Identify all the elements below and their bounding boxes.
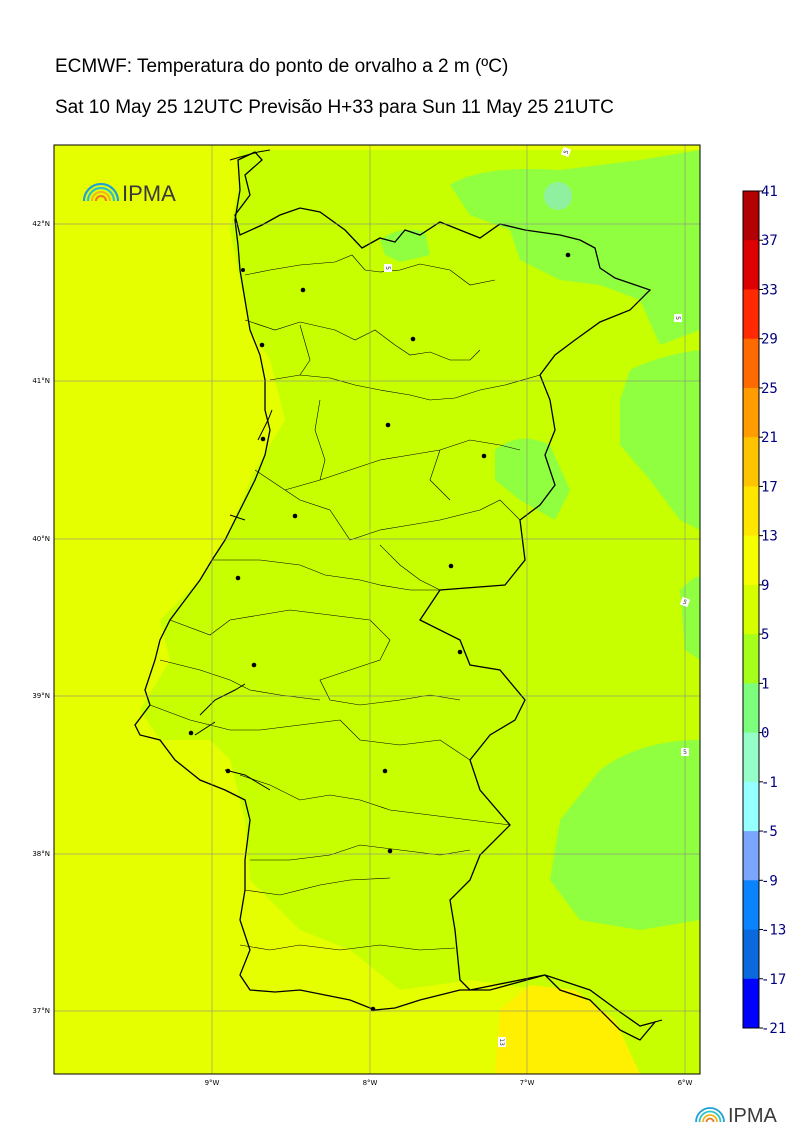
lon-label: 8°W (363, 1079, 378, 1087)
colorbar-swatch (743, 437, 759, 487)
contour-label: 5 (683, 749, 687, 756)
field-band-1-5-east-mid (495, 438, 570, 520)
lat-label: 40°N (32, 535, 50, 543)
colorbar-label: -17 (761, 972, 786, 988)
field-band-1-5-northeast (450, 150, 700, 345)
colorbar-swatch (743, 732, 759, 783)
colorbar-swatch (743, 634, 759, 684)
colorbar-swatch (743, 683, 759, 734)
lat-label: 42°N (32, 220, 50, 228)
map-frame (53, 144, 701, 1075)
contour-label: 13 (498, 1038, 505, 1046)
longitude-labels: 9°W 8°W 7°W 6°W (205, 1079, 693, 1087)
lat-label: 39°N (32, 692, 50, 700)
colorbar-label: 29 (761, 332, 778, 348)
colorbar-label: 13 (761, 529, 778, 545)
colorbar-swatch (743, 289, 759, 340)
colorbar-label: 21 (761, 430, 778, 446)
chart-title: ECMWF: Temperatura do ponto de orvalho a… (55, 56, 509, 77)
colorbar-label: -5 (761, 824, 778, 840)
field-band-0-1-patch (544, 182, 572, 210)
colorbar-label: 9 (761, 578, 769, 594)
logo-text: IPMA (728, 1105, 778, 1127)
lat-label: 38°N (32, 850, 50, 858)
logo-text: IPMA (122, 181, 176, 206)
colorbar-swatch (743, 240, 759, 290)
colorbar-swatch (743, 486, 759, 537)
colorbar-label: -13 (761, 923, 786, 939)
spain-coast (229, 149, 663, 1023)
lat-label: 37°N (32, 1007, 50, 1015)
field-band-1-5-east (620, 350, 700, 530)
colorbar-swatch (743, 831, 759, 881)
colorbar-swatch (743, 191, 759, 241)
colorbar-label: 33 (761, 282, 778, 298)
colorbar-swatch (743, 781, 759, 832)
field-band-1-5-east-south (550, 740, 700, 930)
field-band-1-5-north (380, 229, 430, 262)
rainbow-arc-icon (82, 182, 120, 202)
contour-labels: 5 5 5 5 5 13 (384, 146, 691, 1047)
coastline-portugal (134, 151, 657, 1041)
district-borders (149, 254, 541, 951)
city-points (188, 252, 571, 1012)
colorbar-label: -9 (761, 873, 778, 889)
colorbar-label: 1 (761, 676, 769, 692)
contour-label: 5 (674, 316, 681, 320)
colorbar-label: 37 (761, 233, 778, 249)
contour-label: 5 (384, 266, 391, 270)
colorbar-label: 41 (761, 184, 778, 200)
colorbar-swatch (743, 338, 759, 389)
chart-subtitle: Sat 10 May 25 12UTC Previsão H+33 para S… (55, 97, 614, 118)
aveiro-lagoon (229, 409, 273, 521)
contour-label: 5 (682, 599, 688, 607)
lon-label: 9°W (205, 1079, 220, 1087)
lat-label: 41°N (32, 377, 50, 385)
colorbar: 41 37 33 29 25 21 17 13 9 5 1 0 -1 -5 -9 -13 -17 -21 (742, 184, 786, 1037)
colorbar-swatch (743, 880, 759, 931)
colorbar-swatch (743, 929, 759, 980)
lon-label: 6°W (678, 1079, 693, 1087)
colorbar-label: 25 (761, 381, 778, 397)
ipma-logo-footer: IPMA (695, 1105, 778, 1127)
colorbar-frame (742, 190, 760, 1029)
ipma-logo-map: IPMA (82, 181, 176, 206)
latitude-labels: 42°N 41°N 40°N 39°N 38°N 37°N (32, 220, 50, 1015)
colorbar-swatch (743, 535, 759, 586)
colorbar-label: -1 (761, 775, 778, 791)
field-band-13-17 (495, 985, 640, 1074)
graticule (54, 145, 700, 1074)
colorbar-swatch (743, 584, 759, 635)
colorbar-label: 5 (761, 627, 769, 643)
colorbar-swatch (743, 978, 759, 1029)
lon-label: 7°W (520, 1079, 535, 1087)
colorbar-label: 17 (761, 479, 778, 495)
colorbar-label: 0 (761, 726, 769, 742)
contour-label: 5 (563, 149, 571, 155)
colorbar-label: -21 (761, 1021, 786, 1037)
rainbow-arc-icon (695, 1107, 725, 1123)
map-field: 5 5 5 5 5 13 (54, 145, 700, 1074)
colorbar-swatch (743, 387, 759, 438)
